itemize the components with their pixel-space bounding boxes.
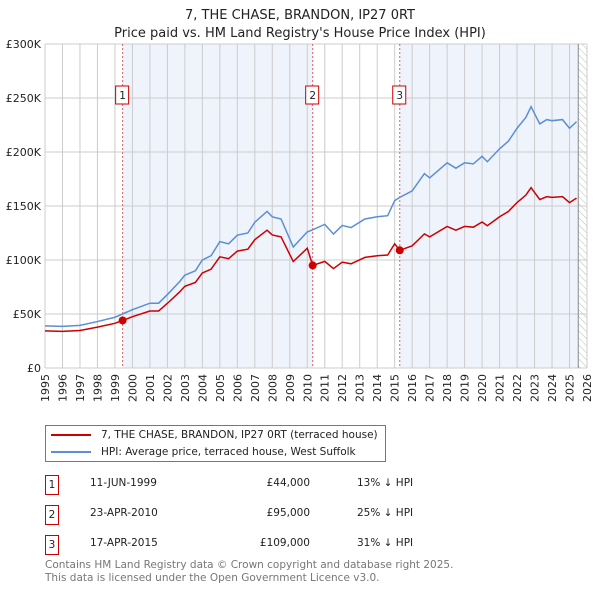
x-tick-label: 2016 [406, 374, 419, 402]
y-tick-label: £50K [13, 308, 42, 321]
footer: Contains HM Land Registry data © Crown c… [45, 559, 453, 585]
sale-hpi-diff: 25% ↓ HPI [357, 507, 414, 519]
sale-marker-label: 3 [396, 90, 403, 102]
x-tick-label: 2001 [144, 374, 157, 402]
sale-marker-box [392, 85, 407, 105]
footer-copyright: Contains HM Land Registry data © Crown c… [45, 559, 454, 571]
x-tick-label: 2006 [231, 374, 244, 402]
y-tick-label: £200K [6, 146, 42, 159]
sale-row: 2 23-APR-2010 £95,000 25% ↓ HPI [45, 505, 413, 525]
price-chart: 1995 1996 1997 1998 1999 2000 2001 2002 2003 2004… [6, 38, 594, 402]
sale-hpi-diff: 13% ↓ HPI [357, 477, 414, 489]
x-tick-label: 2025 [564, 374, 577, 402]
sale-point [308, 261, 317, 270]
x-tick-label: 2013 [354, 374, 367, 402]
x-tick-label: 2023 [529, 374, 542, 402]
x-tick-label: 2022 [511, 374, 524, 402]
x-tick-label: 2026 [581, 374, 594, 402]
sale-marker-label: 2 [309, 90, 316, 102]
legend: 7, THE CHASE, BRANDON, IP27 0RT (terrace… [45, 425, 386, 462]
x-tick-label: 2021 [494, 374, 507, 402]
sale-marker-box [305, 85, 320, 105]
sale-date: 23-APR-2010 [90, 507, 158, 519]
x-tick-label: 2017 [424, 374, 437, 402]
y-tick-label: £300K [6, 38, 42, 51]
sale-date: 11-JUN-1999 [90, 477, 157, 489]
x-tick-label: 1995 [39, 374, 52, 402]
x-tick-label: 2005 [214, 374, 227, 402]
x-tick-label: 2007 [249, 374, 262, 402]
x-tick-label: 2000 [126, 374, 139, 402]
x-tick-label: 1998 [91, 374, 104, 402]
sale-marker-badge: 2 [45, 505, 59, 525]
sale-price: £44,000 [266, 477, 310, 489]
x-tick-label: 2015 [389, 374, 402, 402]
x-tick-label: 2003 [179, 374, 192, 402]
y-tick-label: £100K [6, 254, 42, 267]
legend-item-hpi: HPI: Average price, terraced house, West… [51, 444, 356, 460]
footer-licence: This data is licensed under the Open Gov… [45, 572, 380, 584]
sale-marker-label: 1 [119, 90, 126, 102]
x-tick-label: 2004 [196, 374, 209, 402]
x-tick-label: 2024 [546, 374, 559, 402]
blue-line-swatch [51, 451, 91, 453]
x-tick-label: 2019 [459, 374, 472, 402]
sale-row: 3 17-APR-2015 £109,000 31% ↓ HPI [45, 535, 413, 555]
red-line-swatch [51, 434, 91, 436]
sale-marker-box [115, 85, 130, 105]
property-price-line [44, 186, 577, 333]
x-tick-label: 1997 [74, 374, 87, 402]
x-tick-label: 2002 [161, 374, 174, 402]
sale-date: 17-APR-2015 [90, 537, 158, 549]
sale-price: £95,000 [266, 507, 310, 519]
y-tick-label: £150K [6, 200, 42, 213]
sale-marker-badge: 1 [45, 475, 59, 495]
legend-label: 7, THE CHASE, BRANDON, IP27 0RT (terrace… [101, 429, 378, 441]
chart-title: 7, THE CHASE, BRANDON, IP27 0RT [185, 8, 415, 23]
x-tick-label: 1999 [109, 374, 122, 402]
legend-label: HPI: Average price, terraced house, West… [101, 446, 356, 458]
x-tick-label: 2011 [319, 374, 332, 402]
y-tick-label: £0 [27, 362, 41, 375]
x-tick-label: 2018 [441, 374, 454, 402]
legend-item-property: 7, THE CHASE, BRANDON, IP27 0RT (terrace… [51, 427, 378, 443]
x-tick-label: 2020 [476, 374, 489, 402]
x-tick-label: 2014 [371, 374, 384, 402]
sale-marker-badge: 3 [45, 535, 59, 555]
x-tick-label: 2012 [336, 374, 349, 402]
sale-point [395, 246, 404, 255]
x-tick-label: 1996 [56, 374, 69, 402]
x-tick-label: 2010 [301, 374, 314, 402]
hpi-line [44, 104, 578, 328]
sale-row: 1 11-JUN-1999 £44,000 13% ↓ HPI [45, 475, 413, 495]
y-tick-label: £250K [6, 92, 42, 105]
x-tick-label: 2009 [284, 374, 297, 402]
sale-point [118, 316, 127, 325]
chart-subtitle: Price paid vs. HM Land Registry's House … [114, 26, 486, 41]
x-tick-label: 2008 [266, 374, 279, 402]
sale-price: £109,000 [259, 537, 310, 549]
sale-hpi-diff: 31% ↓ HPI [357, 537, 414, 549]
